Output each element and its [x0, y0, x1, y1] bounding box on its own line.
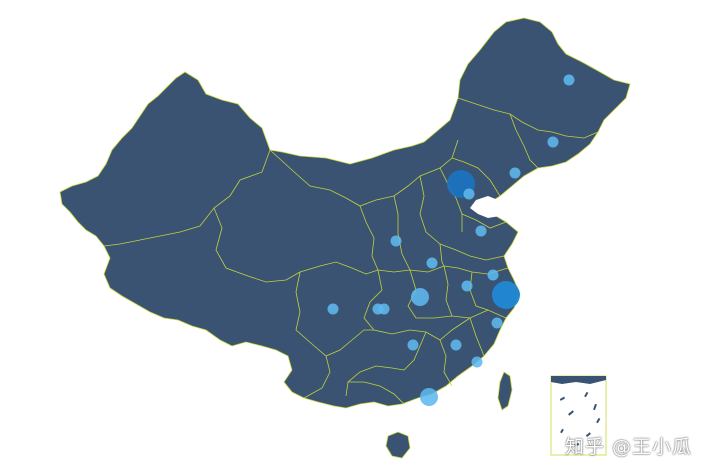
marker-fuzhou	[471, 356, 483, 368]
city-markers	[327, 74, 575, 406]
marker-xian	[378, 303, 390, 315]
marker-zhengzhou	[426, 257, 438, 269]
bohai-sea	[470, 196, 508, 218]
marker-shanghai	[492, 281, 520, 309]
south-china-sea-inset	[550, 375, 607, 456]
marker-hefei	[461, 280, 473, 292]
marker-chengdu	[327, 303, 339, 315]
marker-wuhan	[411, 288, 429, 306]
province-borders	[103, 97, 599, 405]
marker-taiyuan	[390, 235, 402, 247]
marker-nanchang	[450, 339, 462, 351]
marker-changsha	[407, 339, 419, 351]
marker-changchun	[547, 136, 559, 148]
taiwan-island	[497, 371, 513, 411]
marker-tianjin	[463, 188, 475, 200]
marker-shenyang	[509, 167, 521, 179]
marker-harbin	[563, 74, 575, 86]
marker-guangzhou	[420, 388, 438, 406]
marker-nanjing	[487, 269, 499, 281]
marker-hangzhou	[491, 317, 503, 329]
hainan-island	[385, 431, 411, 459]
marker-jinan	[475, 225, 487, 237]
china-mainland	[59, 17, 631, 409]
watermark-text: 知乎 @王小瓜	[565, 436, 693, 458]
